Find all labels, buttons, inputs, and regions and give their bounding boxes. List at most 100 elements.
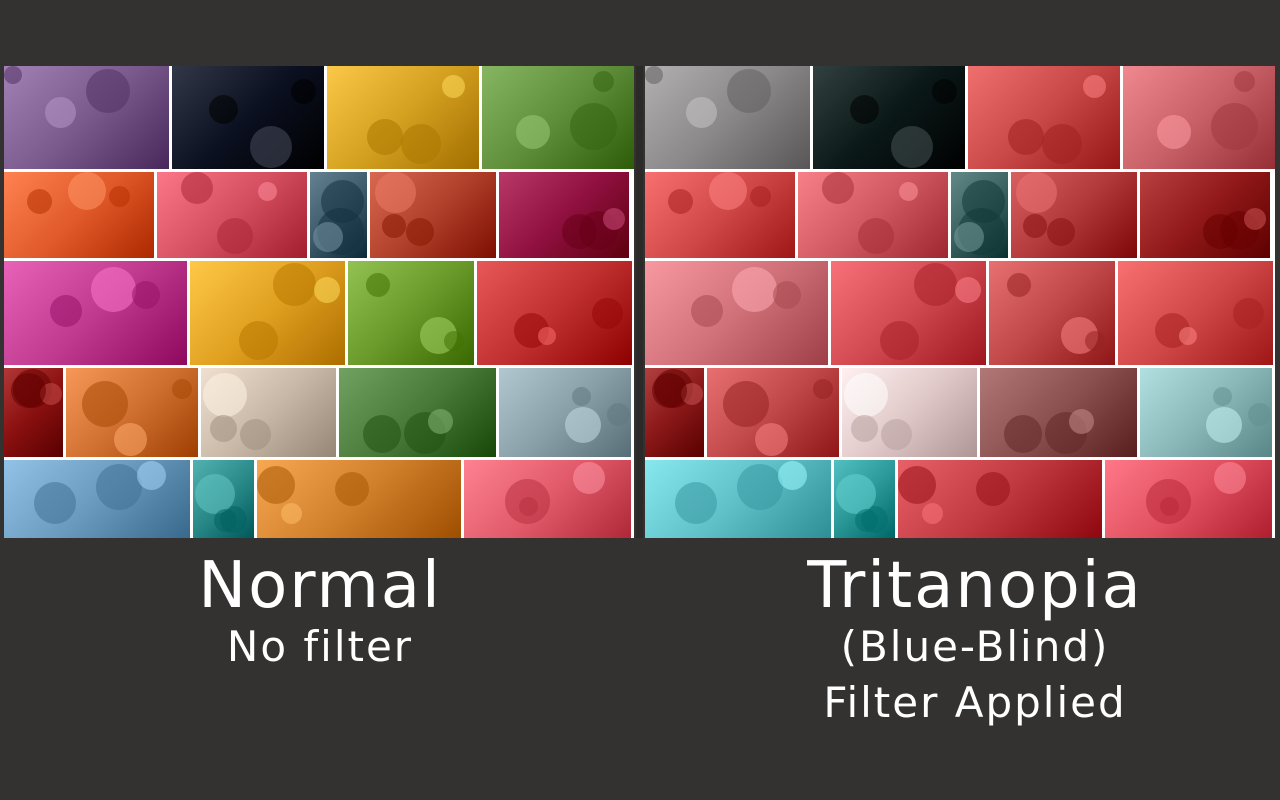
photo-tile	[798, 172, 948, 258]
photo-tile	[989, 261, 1115, 365]
photo-detail	[375, 172, 416, 213]
photo-detail	[562, 214, 597, 249]
photo-tile	[4, 460, 190, 538]
photo-detail	[881, 419, 912, 450]
photo-tile	[327, 66, 479, 169]
photo-tile	[707, 368, 839, 457]
photo-detail	[962, 180, 1005, 223]
photo-detail	[27, 189, 52, 214]
photo-detail	[82, 381, 128, 427]
photo-detail	[851, 415, 878, 442]
collage-row	[645, 261, 1275, 365]
photo-detail	[675, 482, 717, 524]
photo-detail	[565, 407, 601, 443]
photo-detail	[367, 119, 403, 155]
photo-detail	[1085, 331, 1105, 351]
collage-row	[645, 368, 1275, 457]
photo-detail	[291, 79, 316, 104]
photo-detail	[257, 466, 295, 504]
photo-detail	[1042, 124, 1082, 164]
photo-detail	[1179, 327, 1197, 345]
photo-detail	[686, 97, 717, 128]
photo-tile	[968, 66, 1120, 169]
photo-tile	[193, 460, 254, 538]
photo-tile	[645, 368, 704, 457]
photo-tile	[980, 368, 1137, 457]
photo-detail	[880, 321, 919, 360]
photo-tile	[257, 460, 461, 538]
photo-detail	[976, 472, 1010, 506]
photo-tile	[1011, 172, 1137, 258]
photo-detail	[1248, 403, 1271, 426]
photo-detail	[691, 295, 723, 327]
photo-detail	[914, 263, 957, 306]
photo-detail	[755, 423, 788, 456]
photo-detail	[313, 222, 343, 252]
photo-tile	[834, 460, 895, 538]
photo-detail	[1007, 273, 1031, 297]
photo-detail	[1023, 214, 1047, 238]
normal-collage	[4, 66, 634, 538]
photo-detail	[732, 267, 777, 312]
photo-detail	[1233, 298, 1264, 329]
photo-detail	[899, 182, 918, 201]
photo-tile	[190, 261, 345, 365]
photo-detail	[11, 373, 46, 408]
photo-detail	[1008, 119, 1044, 155]
photo-tile	[813, 66, 965, 169]
photo-detail	[1157, 115, 1191, 149]
photo-tile	[499, 368, 631, 457]
photo-detail	[109, 186, 130, 207]
photo-tile	[4, 261, 187, 365]
normal-title: Normal	[198, 549, 442, 623]
photo-detail	[86, 69, 130, 113]
collage-row	[645, 172, 1275, 258]
photo-detail	[855, 509, 878, 532]
photo-tile	[831, 261, 986, 365]
photo-detail	[4, 66, 22, 84]
photo-detail	[607, 403, 630, 426]
photo-detail	[1214, 462, 1246, 494]
photo-detail	[922, 503, 943, 524]
normal-subtitle: No filter	[226, 622, 414, 671]
photo-tile	[645, 460, 831, 538]
photo-detail	[1083, 75, 1106, 98]
photo-detail	[1004, 415, 1042, 453]
photo-tile	[4, 368, 63, 457]
photo-detail	[406, 218, 434, 246]
collage-row	[645, 66, 1275, 169]
photo-detail	[645, 66, 663, 84]
photo-tile	[499, 172, 629, 258]
photo-detail	[34, 482, 76, 524]
photo-detail	[96, 464, 142, 510]
photo-detail	[844, 373, 888, 417]
photo-detail	[1146, 479, 1191, 524]
photo-detail	[603, 208, 625, 230]
photo-detail	[50, 295, 82, 327]
photo-detail	[442, 75, 465, 98]
photo-detail	[836, 474, 876, 514]
photo-detail	[68, 172, 106, 210]
photo-detail	[114, 423, 147, 456]
photo-detail	[955, 277, 981, 303]
photo-detail	[898, 466, 936, 504]
photo-tile	[645, 261, 828, 365]
photo-detail	[321, 180, 364, 223]
photo-detail	[363, 415, 401, 453]
photo-tile	[1140, 172, 1270, 258]
photo-tile	[172, 66, 324, 169]
photo-detail	[428, 409, 453, 434]
tritanopia-collage	[645, 66, 1275, 538]
photo-detail	[516, 115, 550, 149]
photo-tile	[1123, 66, 1275, 169]
photo-detail	[593, 71, 614, 92]
photo-detail	[737, 464, 783, 510]
photo-detail	[210, 415, 237, 442]
photo-tile	[464, 460, 631, 538]
photo-detail	[1234, 71, 1255, 92]
collage-row	[4, 368, 634, 457]
photo-tile	[1105, 460, 1272, 538]
photo-tile	[1118, 261, 1273, 365]
photo-tile	[4, 66, 169, 169]
photo-detail	[258, 182, 277, 201]
